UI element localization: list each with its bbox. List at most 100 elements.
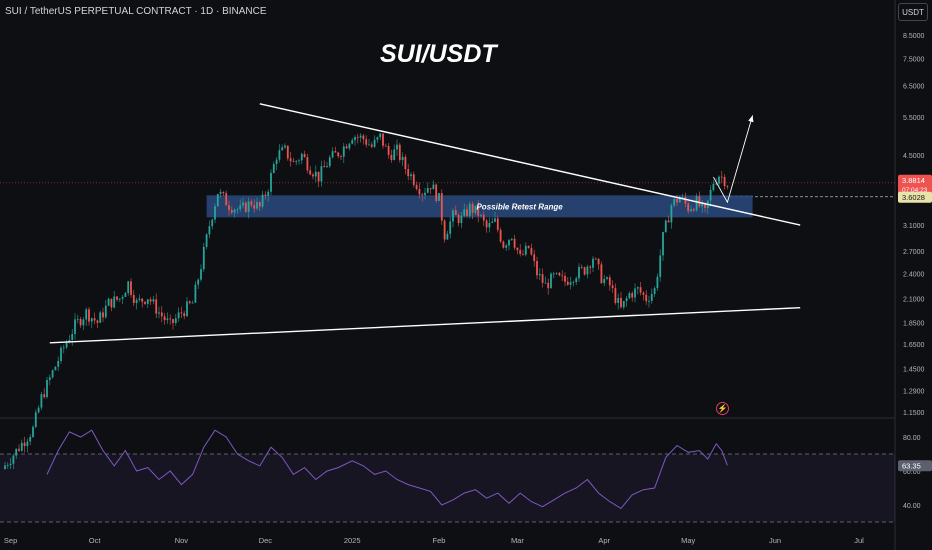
rsi-band-fill — [0, 454, 895, 522]
candle-body-51 — [146, 299, 149, 304]
candle-body-168 — [474, 205, 477, 213]
candle-body-108 — [306, 157, 309, 171]
rsi-tick-label-2: 40.00 — [903, 503, 921, 510]
candle-body-121 — [342, 146, 345, 157]
candle-body-14 — [43, 394, 46, 398]
candle-body-95 — [270, 172, 272, 192]
candle-body-8 — [26, 441, 29, 447]
candle-body-124 — [351, 140, 354, 144]
candle-body-122 — [345, 146, 348, 149]
candle-body-96 — [272, 164, 275, 173]
price-tick-label-2: 6.5000 — [903, 84, 925, 91]
price-tick-label-9: 1.8500 — [903, 320, 925, 327]
candle-body-4 — [15, 448, 18, 456]
candle-body-143 — [404, 156, 407, 170]
retest-zone — [206, 195, 753, 218]
price-tick-label-8: 2.1000 — [903, 297, 925, 304]
candle-body-61 — [174, 318, 177, 324]
candle-body-32 — [93, 318, 96, 321]
rsi-current-value: 63.35 — [902, 461, 921, 470]
candle-body-9 — [29, 436, 32, 442]
candle-body-146 — [412, 174, 415, 185]
candle-body-243 — [684, 197, 687, 204]
candle-body-58 — [166, 318, 169, 321]
candle-body-209 — [589, 266, 592, 268]
candle-body-183 — [516, 247, 519, 251]
price-tick-label-13: 1.1500 — [903, 410, 925, 417]
candle-body-192 — [541, 274, 544, 283]
candle-body-174 — [491, 221, 494, 223]
candle-body-256 — [720, 176, 723, 178]
candle-body-137 — [387, 145, 390, 155]
candle-body-253 — [712, 183, 715, 190]
candle-body-202 — [569, 282, 572, 285]
candle-body-62 — [177, 312, 180, 319]
candle-body-182 — [513, 238, 516, 248]
candle-body-199 — [561, 275, 564, 277]
zone-annotation-label: Possible Retest Range — [476, 202, 563, 211]
candle-body-152 — [429, 188, 432, 190]
x-tick-label-1: Oct — [89, 536, 102, 545]
candle-body-207 — [583, 267, 586, 275]
candle-body-86 — [244, 202, 247, 212]
candle-body-150 — [424, 192, 426, 196]
candle-body-250 — [704, 203, 706, 208]
candle-body-254 — [715, 183, 718, 185]
x-tick-label-7: Apr — [598, 536, 610, 545]
candle-body-107 — [303, 153, 306, 158]
candle-body-1 — [6, 465, 9, 466]
candle-body-151 — [426, 188, 429, 193]
candle-body-125 — [354, 137, 356, 141]
candle-body-235 — [662, 232, 664, 256]
candle-body-109 — [309, 170, 312, 175]
candle-body-139 — [393, 149, 396, 160]
price-tick-label-11: 1.4500 — [903, 366, 925, 373]
candle-body-110 — [312, 174, 314, 177]
candle-body-73 — [208, 226, 211, 235]
candle-body-158 — [446, 233, 449, 240]
candle-body-184 — [519, 250, 522, 254]
candle-body-49 — [141, 298, 144, 302]
candle-body-252 — [709, 189, 712, 201]
candle-body-172 — [485, 220, 488, 228]
currency-button[interactable]: USDT — [898, 3, 928, 21]
rsi-value-tag — [898, 460, 932, 472]
candle-body-11 — [34, 412, 37, 427]
candle-body-24 — [71, 334, 74, 340]
candle-body-142 — [401, 156, 404, 161]
level-price-value: 3.6028 — [902, 193, 925, 202]
candle-body-35 — [102, 312, 104, 318]
candle-body-231 — [650, 293, 653, 301]
candle-body-47 — [135, 299, 138, 303]
projection-arrowhead — [748, 115, 754, 123]
candle-body-116 — [328, 157, 331, 167]
x-tick-label-4: 2025 — [344, 536, 361, 545]
candle-body-149 — [421, 194, 424, 196]
candle-body-74 — [211, 219, 214, 227]
candle-body-185 — [522, 253, 524, 255]
rsi-tick-label-0: 80.00 — [903, 435, 921, 442]
lightning-bolt-icon[interactable]: ⚡ — [716, 402, 729, 415]
candle-body-257 — [723, 176, 726, 187]
candle-body-88 — [250, 201, 253, 206]
candle-body-234 — [659, 255, 662, 277]
candle-body-45 — [130, 281, 132, 295]
candle-body-26 — [76, 318, 79, 320]
candle-body-126 — [356, 137, 359, 138]
candle-body-13 — [40, 394, 43, 408]
x-tick-label-8: May — [681, 536, 695, 545]
candle-body-200 — [564, 275, 566, 282]
candle-body-245 — [690, 209, 692, 212]
price-tick-label-6: 2.7000 — [903, 249, 925, 256]
trendline-upper — [259, 103, 801, 226]
candle-body-159 — [449, 221, 452, 234]
candle-body-194 — [547, 282, 550, 289]
candle-body-38 — [110, 298, 113, 308]
candle-body-78 — [222, 191, 225, 194]
candle-body-100 — [284, 145, 286, 148]
candle-body-119 — [337, 152, 340, 157]
candle-body-153 — [432, 184, 435, 190]
candle-body-27 — [79, 318, 82, 326]
candle-body-91 — [258, 202, 261, 207]
